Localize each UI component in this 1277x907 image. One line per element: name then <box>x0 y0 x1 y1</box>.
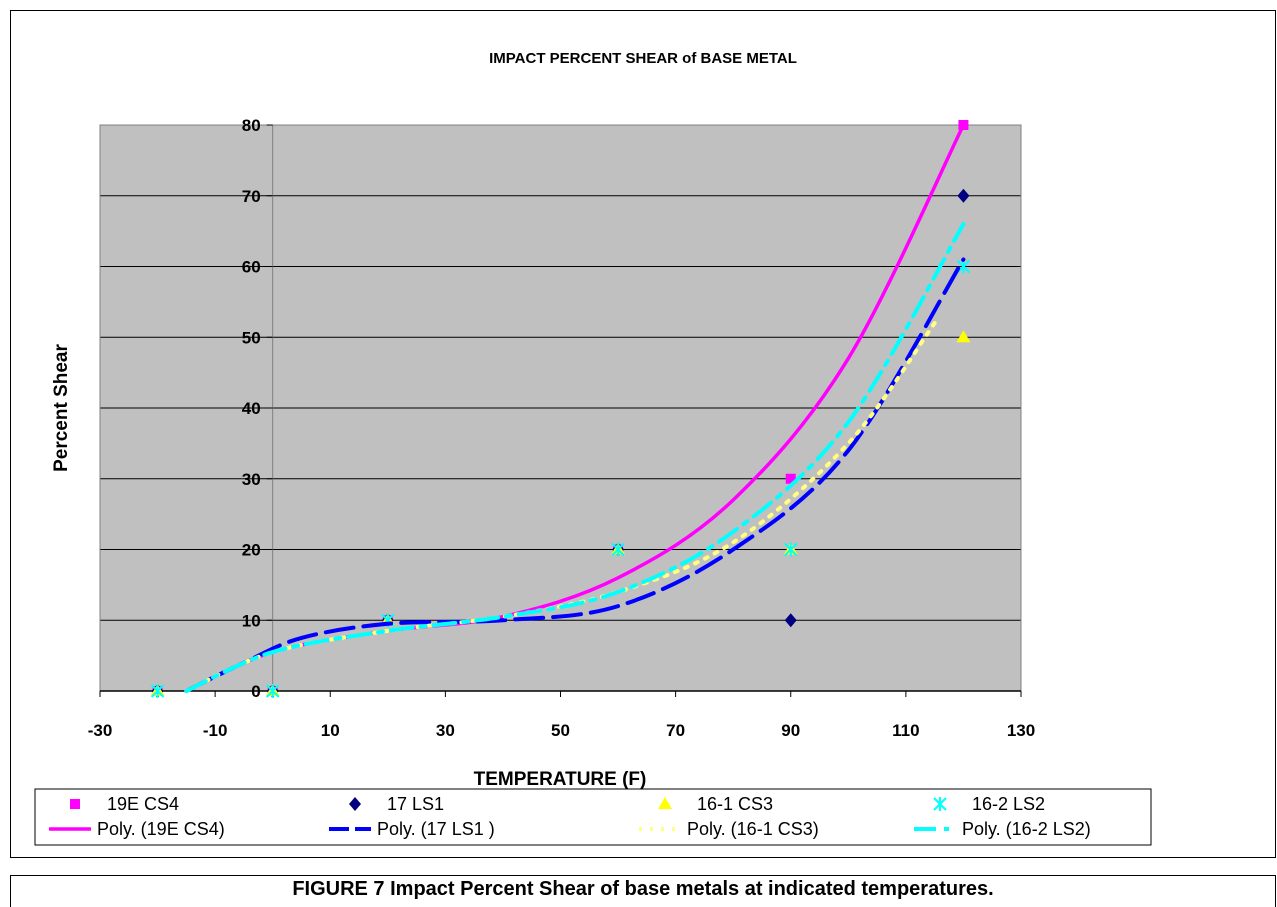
data-point-17-ls1 <box>957 188 970 203</box>
data-point-17-ls1 <box>784 613 797 628</box>
data-point-16-2-ls2 <box>611 542 625 557</box>
figure-caption: FIGURE 7 Impact Percent Shear of base me… <box>292 878 994 900</box>
caption-frame: FIGURE 7 Impact Percent Shear of base me… <box>10 875 1276 907</box>
x-tick-label: 130 <box>1007 721 1035 740</box>
y-tick-label: 10 <box>242 611 261 630</box>
x-tick-label: -10 <box>203 721 228 740</box>
x-tick-label: 90 <box>781 721 800 740</box>
legend-label: 17 LS1 <box>387 794 444 814</box>
y-tick-label: 60 <box>242 258 261 277</box>
x-tick-label: 10 <box>321 721 340 740</box>
legend-label: 16-2 LS2 <box>972 794 1045 814</box>
y-tick-label: 20 <box>242 541 261 560</box>
x-tick-label: 70 <box>666 721 685 740</box>
data-point-16-2-ls2 <box>784 542 798 557</box>
data-point-19e-cs4 <box>785 473 796 484</box>
y-tick-label: 80 <box>242 116 261 135</box>
legend-marker <box>349 797 361 811</box>
y-axis-label: Percent Shear <box>51 344 72 472</box>
chart-frame: IMPACT PERCENT SHEAR of BASE METAL -30 -10… <box>10 10 1276 858</box>
x-tick-label: -30 <box>88 721 113 740</box>
data-point-16-2-ls2 <box>150 684 165 698</box>
legend-marker <box>933 797 947 811</box>
trendline-4 <box>184 222 966 693</box>
x-tick-label: 110 <box>892 721 919 740</box>
legend-marker <box>658 797 672 809</box>
legend-marker <box>70 799 80 809</box>
y-tick-label: 0 <box>251 682 260 701</box>
legend-label: 19E CS4 <box>107 794 179 814</box>
legend: 19E CS4 17 LS1 16-1 CS3 16-2 LS2 Poly. (19E … <box>34 788 1152 846</box>
legend-label: Poly. (19E CS4) <box>97 819 225 839</box>
x-tick-label: 30 <box>436 721 455 740</box>
x-axis-label: TEMPERATURE (F) <box>474 769 647 790</box>
trendline-2 <box>184 257 966 693</box>
chart-title: IMPACT PERCENT SHEAR of BASE METAL <box>489 50 797 67</box>
y-tick-label: 70 <box>242 187 261 206</box>
legend-label: Poly. (16-2 LS2) <box>962 819 1091 839</box>
y-tick-label: 50 <box>242 328 261 347</box>
legend-box <box>34 788 1152 846</box>
data-point-16-2-ls2 <box>265 684 280 698</box>
y-tick-label: 40 <box>242 399 261 418</box>
legend-label: Poly. (17 LS1 ) <box>377 819 495 839</box>
chart: IMPACT PERCENT SHEAR of BASE METAL -30 -10… <box>34 50 1152 846</box>
legend-label: Poly. (16-1 CS3) <box>687 819 819 839</box>
data-point-16-1-cs3 <box>956 330 971 343</box>
x-tick-label: 50 <box>551 721 570 740</box>
y-tick-label: 30 <box>242 470 261 489</box>
legend-label: 16-1 CS3 <box>697 794 773 814</box>
data-point-16-2-ls2 <box>956 259 971 274</box>
